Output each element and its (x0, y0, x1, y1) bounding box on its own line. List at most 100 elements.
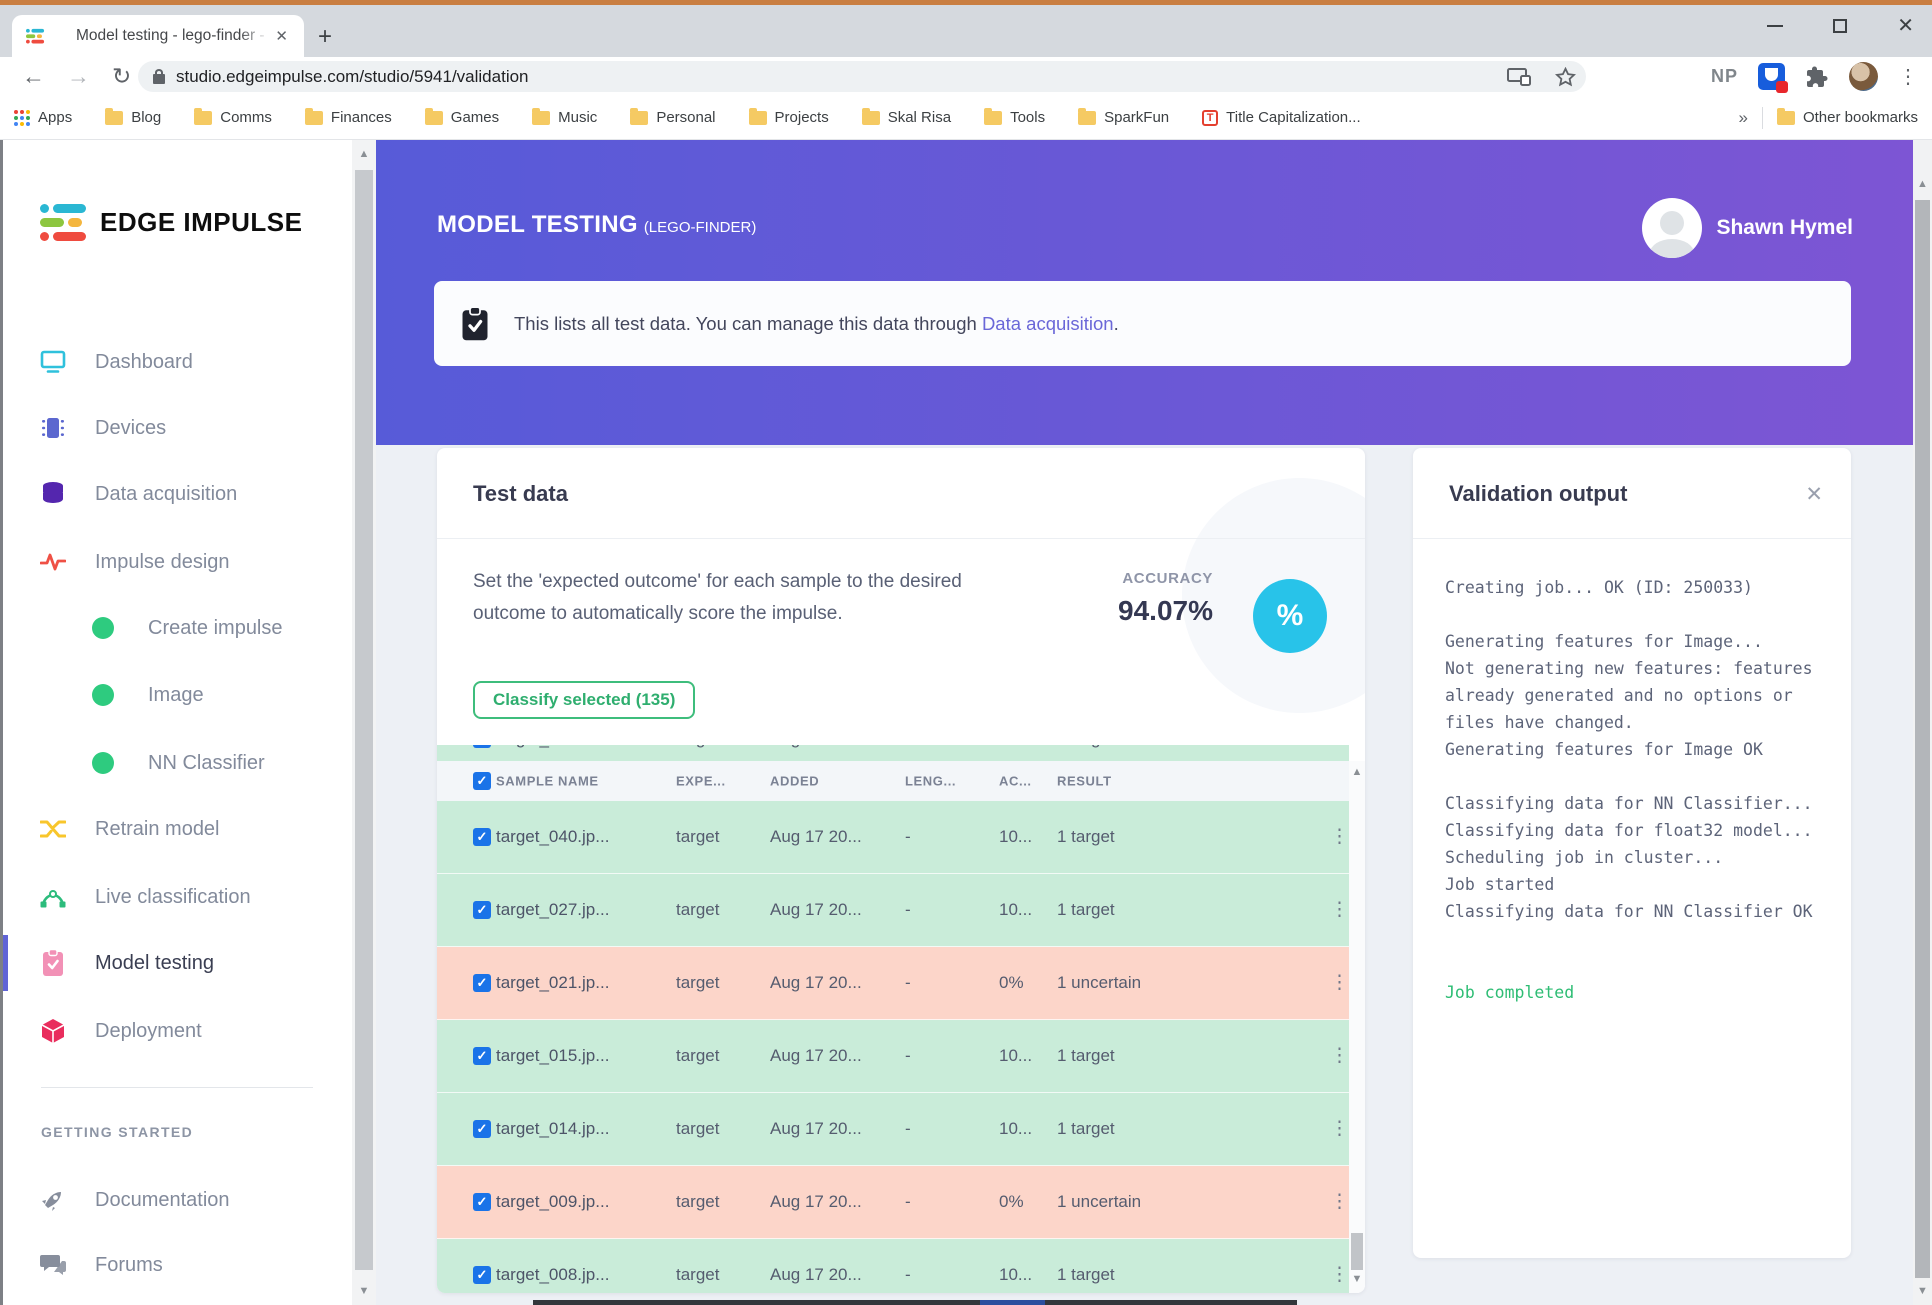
address-bar[interactable]: studio.edgeimpulse.com/studio/5941/valid… (138, 61, 1586, 92)
col-accuracy[interactable]: AC... (999, 773, 1032, 789)
row-checkbox[interactable]: ✓ (473, 901, 491, 919)
sidebar-scrollbar[interactable]: ▲ ▼ (352, 140, 376, 1305)
row-checkbox[interactable]: ✓ (473, 1120, 491, 1138)
extensions-puzzle-icon[interactable] (1805, 65, 1829, 89)
device-toolbar-icon[interactable] (1507, 67, 1531, 86)
bookmark-blog[interactable]: Blog (105, 107, 161, 126)
bookmark-finances[interactable]: Finances (304, 107, 392, 126)
col-result[interactable]: RESULT (1057, 773, 1112, 789)
sidebar-item-nn-classifier[interactable]: NN Classifier (92, 737, 265, 789)
sidebar-item-devices[interactable]: Devices (40, 402, 166, 454)
user-avatar[interactable] (1642, 198, 1703, 258)
sidebar-item-data-acquisition[interactable]: Data acquisition (40, 468, 237, 520)
table-scrollbar[interactable]: ▲ ▼ (1349, 761, 1365, 1293)
table-row[interactable]: ✓ target_014.jp... target Aug 17 20... -… (437, 1093, 1349, 1166)
row-menu-icon[interactable]: ⋮ (1330, 1118, 1349, 1140)
bezier-icon (40, 884, 66, 910)
user-menu[interactable]: Shawn Hymel (1642, 198, 1853, 258)
bookmark-star-icon[interactable] (1555, 66, 1576, 87)
folder-icon (424, 107, 443, 125)
col-expected[interactable]: EXPE... (676, 773, 726, 789)
bookmark-games[interactable]: Games (424, 107, 499, 126)
tab-close-icon[interactable]: ✕ (275, 28, 288, 45)
col-added[interactable]: ADDED (770, 773, 820, 789)
select-all-checkbox[interactable]: ✓ (473, 772, 491, 790)
browser-tab[interactable]: Model testing - lego-finder - Edg ✕ (12, 15, 304, 57)
page-scrollbar[interactable]: ▲ ▼ (1913, 140, 1932, 1305)
bookmark-apps[interactable]: Apps (14, 109, 72, 126)
row-menu-icon[interactable]: ⋮ (1330, 899, 1349, 921)
col-sample-name[interactable]: SAMPLE NAME (496, 773, 599, 789)
sidebar-item-deployment[interactable]: Deployment (40, 1005, 202, 1057)
table-row[interactable]: ✓ target_040.jp... target Aug 17 20... -… (437, 801, 1349, 874)
folder-icon (105, 107, 124, 125)
scrollbar-thumb[interactable] (355, 170, 373, 1270)
banner-text: This lists all test data. You can manage… (514, 312, 1119, 334)
sidebar-item-documentation[interactable]: Documentation (40, 1174, 230, 1226)
row-checkbox[interactable]: ✓ (473, 1047, 491, 1065)
close-window-icon[interactable]: ✕ (1897, 15, 1914, 37)
scroll-up-icon[interactable]: ▲ (358, 148, 370, 160)
sidebar-item-live-classification[interactable]: Live classification (40, 871, 251, 923)
row-checkbox[interactable]: ✓ (473, 1266, 491, 1284)
table-row[interactable]: ✓ target_027.jp... target Aug 17 20... -… (437, 874, 1349, 947)
col-length[interactable]: LENG... (905, 773, 957, 789)
bookmark-comms[interactable]: Comms (194, 107, 272, 126)
titlebar[interactable]: Model testing - lego-finder - Edg ✕ + ✕ (0, 5, 1932, 57)
forward-icon[interactable]: → (67, 63, 90, 89)
scroll-up-icon[interactable]: ▲ (1351, 766, 1363, 778)
scroll-down-icon[interactable]: ▼ (1917, 1285, 1928, 1297)
sidebar-item-model-testing[interactable]: Model testing (40, 937, 214, 989)
row-checkbox[interactable]: ✓ (473, 1193, 491, 1211)
bookmarks-overflow-icon[interactable]: » (1738, 107, 1748, 127)
classify-selected-button[interactable]: Classify selected (135) (473, 681, 696, 719)
scrollbar-thumb[interactable] (1915, 200, 1930, 1278)
row-checkbox[interactable]: ✓ (473, 974, 491, 992)
reload-icon[interactable]: ↻ (112, 63, 132, 89)
sidebar-item-image[interactable]: Image (92, 669, 204, 721)
sidebar-item-dashboard[interactable]: Dashboard (40, 336, 193, 388)
other-bookmarks[interactable]: Other bookmarks (1776, 107, 1918, 126)
sidebar-item-forums[interactable]: Forums (40, 1239, 163, 1291)
bookmarks-bar: Apps Blog Comms Finances Games Music Per… (0, 96, 1932, 140)
new-tab-icon[interactable]: + (318, 23, 333, 50)
bookmark-title-capitalization[interactable]: T Title Capitalization... (1202, 109, 1361, 126)
minimize-icon[interactable] (1767, 24, 1784, 27)
row-checkbox[interactable]: ✓ (473, 745, 491, 748)
scroll-down-icon[interactable]: ▼ (1351, 1273, 1363, 1285)
row-menu-icon[interactable]: ⋮ (1330, 826, 1349, 848)
bookmark-sparkfun[interactable]: SparkFun (1078, 107, 1169, 126)
bookmark-personal[interactable]: Personal (630, 107, 716, 126)
table-row[interactable]: ✓ target_021.jp... target Aug 17 20... -… (437, 947, 1349, 1020)
maximize-icon[interactable] (1833, 18, 1848, 33)
np-extension-icon[interactable]: NP (1710, 66, 1738, 86)
bitwarden-extension-icon[interactable] (1758, 63, 1788, 93)
row-menu-icon[interactable]: ⋮ (1330, 1191, 1349, 1213)
cube-icon (40, 1018, 66, 1044)
row-checkbox[interactable]: ✓ (473, 828, 491, 846)
bookmark-tools[interactable]: Tools (984, 107, 1045, 126)
bookmark-skal-risa[interactable]: Skal Risa (861, 107, 951, 126)
profile-avatar[interactable] (1849, 62, 1878, 91)
data-acquisition-link[interactable]: Data acquisition (981, 312, 1114, 334)
sidebar-item-create-impulse[interactable]: Create impulse (92, 602, 283, 654)
folder-icon (984, 107, 1003, 125)
scroll-down-icon[interactable]: ▼ (358, 1285, 370, 1297)
table-row[interactable]: ✓ target_008.jp... target Aug 17 20... -… (437, 1239, 1349, 1293)
row-menu-icon[interactable]: ⋮ (1330, 972, 1349, 994)
brand-name: EDGE IMPULSE (100, 206, 303, 237)
close-icon[interactable]: ✕ (1805, 483, 1823, 506)
sidebar-item-impulse-design[interactable]: Impulse design (40, 536, 230, 588)
browser-toolbar: ← → ↻ studio.edgeimpulse.com/studio/5941… (0, 57, 1932, 96)
bookmark-projects[interactable]: Projects (748, 107, 829, 126)
scrollbar-thumb[interactable] (1351, 1233, 1363, 1270)
table-row[interactable]: ✓ target_009.jp... target Aug 17 20... -… (437, 1166, 1349, 1239)
sidebar-item-retrain-model[interactable]: Retrain model (40, 803, 220, 855)
row-menu-icon[interactable]: ⋮ (1330, 1264, 1349, 1286)
bookmark-music[interactable]: Music (532, 107, 597, 126)
table-row[interactable]: ✓ target_015.jp... target Aug 17 20... -… (437, 1020, 1349, 1093)
back-icon[interactable]: ← (22, 63, 45, 89)
scroll-up-icon[interactable]: ▲ (1917, 178, 1928, 190)
browser-menu-icon[interactable]: ⋮ (1898, 66, 1918, 88)
row-menu-icon[interactable]: ⋮ (1330, 1045, 1349, 1067)
